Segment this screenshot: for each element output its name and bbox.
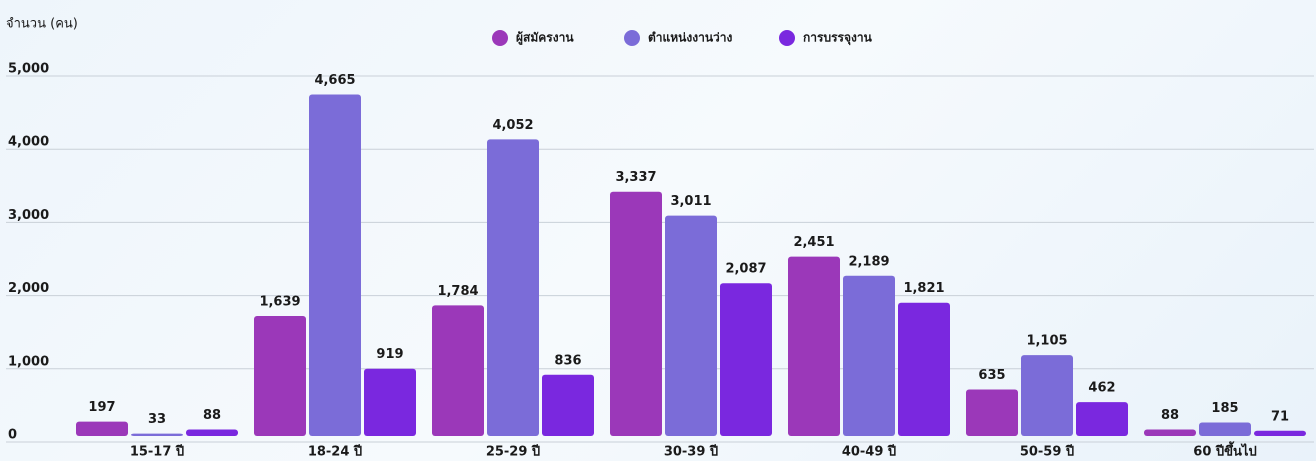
x-tick-label: 60 ปีขึ้นไป	[1193, 441, 1256, 460]
bar	[487, 139, 539, 436]
bar	[364, 368, 416, 436]
bar	[1254, 430, 1306, 436]
data-label: 2,087	[725, 262, 766, 277]
legend-marker	[492, 30, 508, 46]
legend-marker	[779, 30, 795, 46]
data-label: 71	[1271, 409, 1289, 424]
x-tick-label: 15-17 ปี	[130, 444, 184, 460]
legend-label: การบรรจุงาน	[803, 31, 873, 46]
legend-label: ตำแหน่งงานว่าง	[648, 31, 733, 45]
data-label: 3,337	[615, 170, 656, 185]
x-tick-label: 40-49 ปี	[842, 444, 896, 460]
y-tick-label: 5,000	[8, 62, 49, 77]
x-tick-label: 18-24 ปี	[308, 444, 362, 460]
bar	[788, 256, 840, 436]
data-label: 185	[1211, 401, 1238, 416]
bar	[843, 275, 895, 436]
bar	[1021, 355, 1073, 436]
data-label: 1,105	[1026, 334, 1067, 349]
bar	[720, 283, 772, 436]
y-tick-label: 1,000	[8, 354, 49, 369]
data-label: 4,665	[314, 73, 355, 88]
data-label: 1,821	[903, 281, 944, 296]
data-label: 462	[1088, 381, 1115, 396]
bar	[254, 316, 306, 436]
bar	[309, 94, 361, 436]
x-tick-label: 25-29 ปี	[486, 444, 540, 460]
x-tick-label: 50-59 ปี	[1020, 444, 1074, 460]
y-axis-label: จำนวน (คน)	[6, 17, 78, 32]
data-label: 1,639	[259, 295, 300, 310]
data-label: 4,052	[492, 118, 533, 133]
data-label: 2,451	[793, 235, 834, 250]
y-tick-label: 0	[8, 428, 17, 443]
bar	[186, 429, 238, 436]
x-tick-label: 30-39 ปี	[664, 444, 718, 460]
data-label: 919	[376, 347, 403, 362]
bar	[665, 215, 717, 436]
y-tick-label: 3,000	[8, 208, 49, 223]
data-label: 88	[203, 408, 221, 423]
bar	[966, 389, 1018, 436]
y-tick-label: 4,000	[8, 135, 49, 150]
bar	[1199, 422, 1251, 436]
data-label: 836	[554, 353, 581, 368]
bar	[610, 191, 662, 436]
legend-marker	[624, 30, 640, 46]
bar	[1076, 402, 1128, 436]
y-tick-label: 2,000	[8, 281, 49, 296]
data-label: 88	[1161, 408, 1179, 423]
data-label: 197	[88, 400, 115, 415]
bar	[1144, 429, 1196, 436]
legend-label: ผู้สมัครงาน	[516, 31, 574, 46]
data-label: 1,784	[437, 284, 478, 299]
bar	[898, 302, 950, 436]
data-label: 2,189	[848, 254, 889, 269]
bar	[76, 421, 128, 436]
data-label: 635	[978, 368, 1005, 383]
data-label: 3,011	[670, 194, 711, 209]
bar	[131, 433, 183, 436]
data-label: 33	[148, 412, 166, 427]
bar	[542, 374, 594, 436]
bar	[432, 305, 484, 436]
